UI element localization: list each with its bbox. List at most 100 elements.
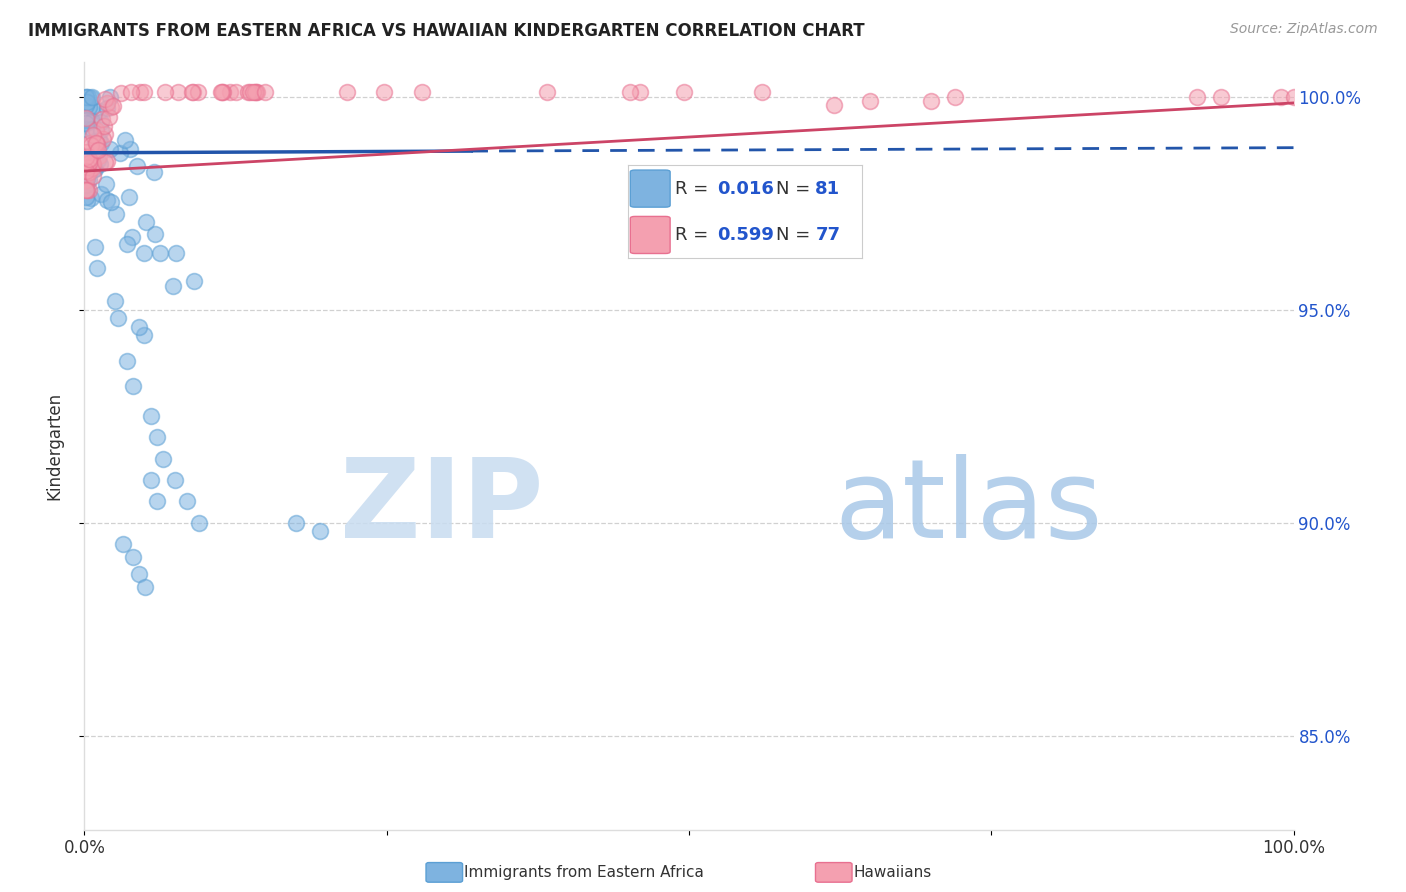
Point (90, 123, 112, 137)
Point (82, 100, 104, 114)
Point (143, 227, 166, 242)
Point (100, 100, 122, 114)
Text: N =: N = (776, 179, 815, 198)
Point (84, 240, 107, 254)
Text: Hawaiians: Hawaiians (853, 865, 932, 880)
Point (79, 165, 101, 179)
Point (121, 230, 143, 244)
Point (1209, 89, 1232, 103)
Point (90, 115, 112, 129)
Point (79, 136, 101, 151)
Point (76, 167, 98, 181)
Point (180, 85, 202, 99)
Point (187, 85, 209, 99)
Point (134, 580, 156, 594)
Point (859, 94, 882, 108)
Point (86, 260, 108, 275)
Point (100, 195, 122, 210)
Point (146, 430, 169, 444)
Point (211, 85, 233, 99)
Point (284, 516, 308, 530)
Text: 0.016: 0.016 (717, 179, 773, 198)
Point (80, 158, 103, 172)
Point (91, 132, 114, 146)
Point (94, 91, 117, 105)
Point (183, 274, 205, 288)
Point (104, 294, 127, 309)
Text: 77: 77 (815, 226, 841, 244)
Point (77, 183, 100, 197)
Point (75, 172, 97, 186)
Point (79, 160, 101, 174)
Point (82, 157, 104, 171)
Point (112, 537, 135, 551)
Point (1282, 89, 1305, 103)
Point (82, 161, 104, 175)
Point (146, 494, 169, 508)
Text: N =: N = (776, 226, 815, 244)
Point (93, 127, 115, 141)
Text: R =: R = (675, 226, 714, 244)
Point (84, 161, 107, 176)
Point (75, 150, 97, 164)
Point (76, 183, 98, 197)
Point (920, 94, 942, 108)
Point (153, 85, 176, 99)
Point (165, 473, 187, 487)
Point (75, 183, 97, 197)
Point (218, 85, 240, 99)
Point (82, 169, 104, 183)
Point (115, 353, 138, 368)
Text: IMMIGRANTS FROM EASTERN AFRICA VS HAWAIIAN KINDERGARTEN CORRELATION CHART: IMMIGRANTS FROM EASTERN AFRICA VS HAWAII… (28, 22, 865, 40)
Point (162, 279, 184, 293)
Point (96, 96, 118, 111)
Point (79, 161, 101, 175)
Point (75, 190, 97, 204)
Point (84, 123, 107, 137)
Point (77, 172, 100, 186)
Point (1185, 89, 1208, 103)
Point (96, 154, 118, 169)
Point (75, 145, 97, 159)
Point (80, 137, 103, 152)
Point (536, 85, 558, 99)
Point (672, 85, 695, 99)
Point (114, 133, 136, 147)
Point (87, 143, 110, 157)
Point (93, 155, 115, 169)
Point (336, 85, 359, 99)
Point (79, 156, 101, 170)
Point (110, 86, 132, 100)
Point (246, 85, 269, 99)
Point (135, 214, 157, 228)
Point (118, 190, 141, 204)
Point (139, 409, 162, 424)
Point (86, 136, 108, 151)
Point (89, 157, 111, 171)
Point (80, 91, 103, 105)
Point (84, 143, 107, 157)
Point (82, 122, 104, 136)
Point (75, 178, 97, 192)
Point (75, 164, 97, 178)
Point (76, 194, 98, 209)
Point (108, 146, 131, 161)
Point (165, 246, 187, 260)
Point (98, 142, 121, 156)
Point (80, 191, 103, 205)
Point (75, 89, 97, 103)
Point (152, 451, 174, 466)
Point (188, 516, 211, 530)
Point (90, 186, 112, 201)
Point (103, 98, 125, 112)
Text: atlas: atlas (834, 454, 1102, 561)
Point (75, 111, 97, 125)
Point (373, 85, 395, 99)
Text: ZIP: ZIP (340, 454, 544, 561)
Point (76, 95, 98, 110)
Text: Source: ZipAtlas.com: Source: ZipAtlas.com (1230, 22, 1378, 37)
Point (89, 103, 111, 118)
Point (84, 134, 107, 148)
Point (167, 85, 190, 99)
Point (90, 136, 112, 150)
